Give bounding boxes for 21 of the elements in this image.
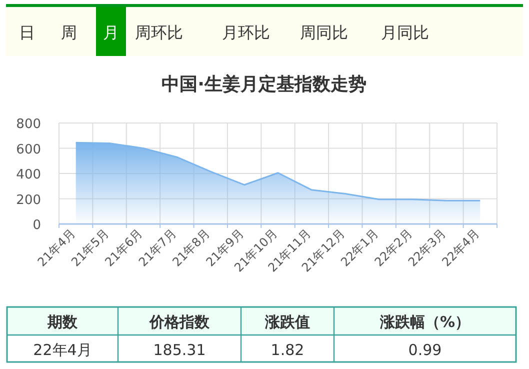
text: 价格指数 [148, 313, 210, 331]
text: 0.99 [408, 341, 442, 359]
chart-title: 中国·生姜月定基指数走势 [162, 73, 366, 95]
text: 185.31 [153, 341, 206, 359]
text: 月同比 [381, 23, 429, 42]
text: 周同比 [300, 23, 348, 42]
text: 月 [103, 23, 119, 42]
text: 日 [19, 23, 35, 42]
y-tick-label: 400 [16, 168, 41, 182]
text: 周 [61, 23, 77, 42]
text: 期数 [46, 313, 78, 331]
text: 涨跌值 [264, 313, 310, 331]
text: 22年4月 [33, 341, 92, 359]
y-tick-label: 200 [16, 192, 41, 208]
y-tick-label: 600 [16, 142, 41, 158]
y-tick-label: 0 [32, 218, 41, 233]
text: 1.82 [270, 341, 304, 359]
text: 月环比 [222, 23, 270, 42]
text: 涨跌幅（%） [378, 313, 470, 331]
y-tick-label: 800 [16, 117, 41, 132]
text: 周环比 [135, 23, 183, 42]
